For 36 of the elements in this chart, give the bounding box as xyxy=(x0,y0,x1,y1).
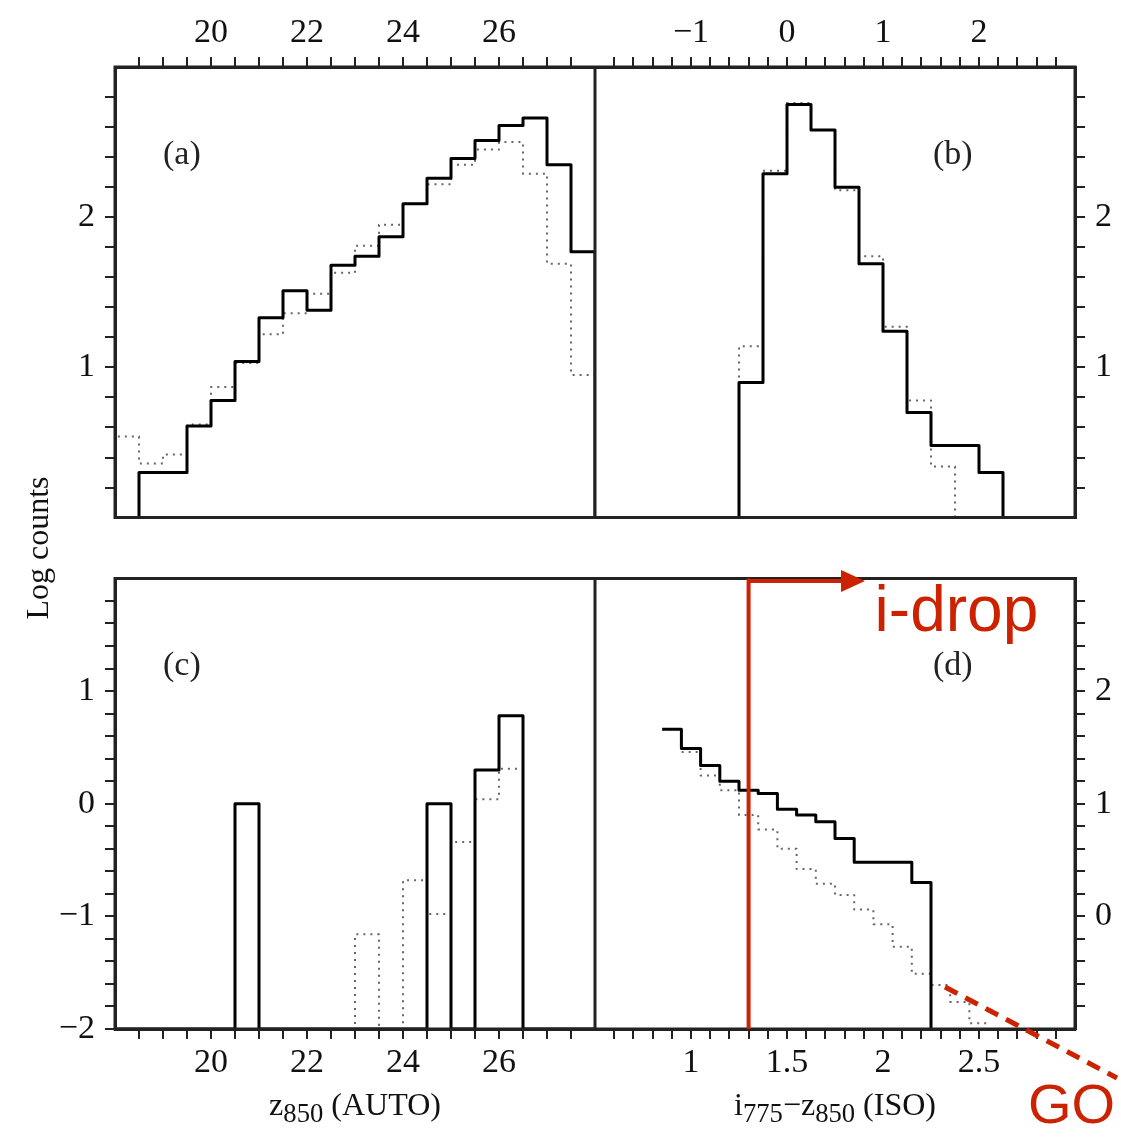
x-tick-label: 1 xyxy=(874,11,892,49)
x-tick-label: 2 xyxy=(970,11,988,49)
y-tick-label: 2 xyxy=(78,196,95,234)
x-tick-label: −1 xyxy=(672,11,710,49)
x-tick-label: 26 xyxy=(482,11,516,49)
x-tick-label: 20 xyxy=(194,11,228,49)
x-tick-label: 22 xyxy=(290,1042,324,1080)
y-axis-title: Log counts xyxy=(18,476,56,620)
y-tick-label: −1 xyxy=(58,895,95,933)
y-tick-label: 1 xyxy=(1095,782,1112,820)
y-tick-label: 2 xyxy=(1095,669,1112,707)
y-tick-label: 1 xyxy=(1095,346,1112,384)
x-tick-label: 0 xyxy=(778,11,796,49)
ref-line-label: i-drop xyxy=(874,573,1039,646)
annotation: (a) xyxy=(163,133,201,172)
x-tick-label: 20 xyxy=(194,1042,228,1080)
y-tick-label: 0 xyxy=(78,782,95,820)
y-tick-label: 1 xyxy=(78,669,95,707)
x-tick-label: 26 xyxy=(482,1042,516,1080)
x-tick-label: 2 xyxy=(874,1042,892,1080)
x-tick-label: 1 xyxy=(682,1042,700,1080)
x-tick-label: 1.5 xyxy=(765,1042,809,1080)
annotation: (b) xyxy=(933,133,973,172)
x-tick-label: 24 xyxy=(386,11,420,49)
annotation: (c) xyxy=(163,645,201,684)
annotation: (d) xyxy=(933,645,973,684)
x-axis-title: z$_{850}$ (AUTO) xyxy=(268,1086,442,1130)
y-tick-label: 2 xyxy=(1095,196,1112,234)
y-tick-label: 1 xyxy=(78,346,95,384)
x-axis-title: i$_{775}$−z$_{850}$ (ISO) xyxy=(734,1086,936,1129)
y-tick-label: −2 xyxy=(58,1007,95,1045)
y-tick-label: 0 xyxy=(1095,895,1112,933)
x-tick-label: 24 xyxy=(386,1042,420,1080)
x-tick-label: 22 xyxy=(290,11,324,49)
text: GO xyxy=(1027,1072,1115,1136)
x-tick-label: 2.5 xyxy=(957,1042,1001,1080)
